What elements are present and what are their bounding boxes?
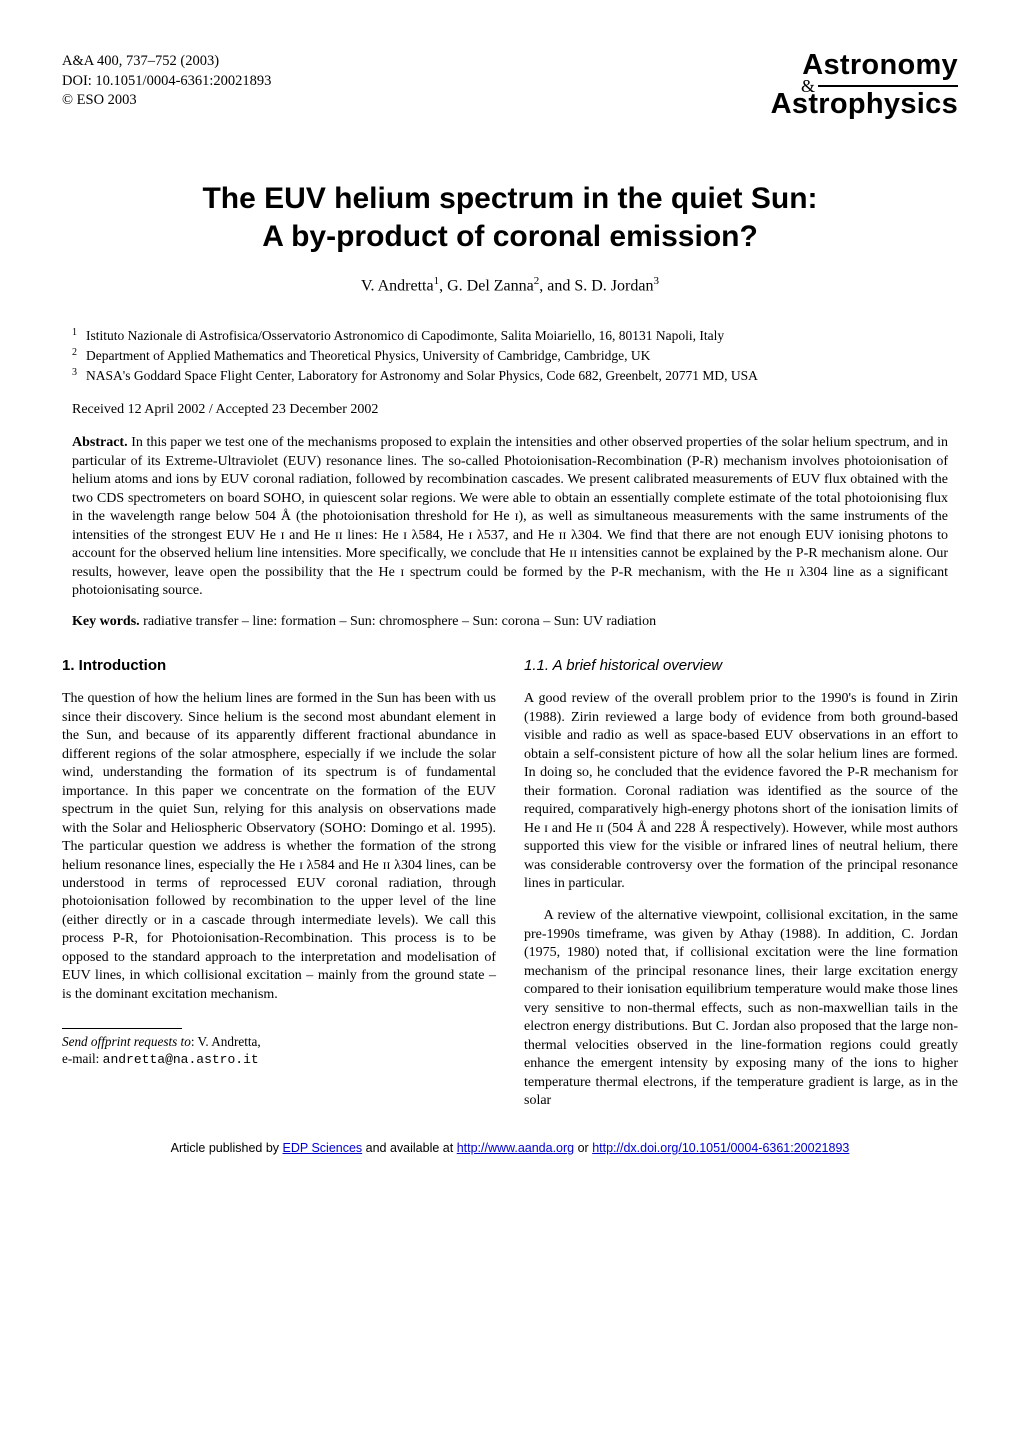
authors: V. Andretta1, G. Del Zanna2, and S. D. J… — [62, 275, 958, 295]
logo-amp: & — [801, 76, 815, 96]
affil-text: Istituto Nazionale di Astrofisica/Osserv… — [86, 326, 724, 346]
header-citation: A&A 400, 737–752 (2003) DOI: 10.1051/000… — [62, 52, 271, 111]
affiliations: 1 Istituto Nazionale di Astrofisica/Osse… — [62, 326, 958, 387]
left-column: 1. Introduction The question of how the … — [62, 656, 496, 1110]
footer-prefix: Article published by — [171, 1141, 283, 1155]
keywords-label: Key words. — [72, 614, 140, 629]
footer: Article published by EDP Sciences and av… — [62, 1141, 958, 1155]
logo-amp-line: & — [771, 78, 958, 95]
footnote-email: andretta@na.astro.it — [103, 1052, 259, 1067]
footnote-name: : V. Andretta, — [191, 1034, 261, 1049]
footer-or: or — [574, 1141, 592, 1155]
footer-mid: and available at — [362, 1141, 457, 1155]
footer-url1-link[interactable]: http://www.aanda.org — [457, 1141, 574, 1155]
doi: DOI: 10.1051/0004-6361:20021893 — [62, 72, 271, 92]
footnote-label: Send offprint requests to — [62, 1034, 191, 1049]
journal-logo: Astronomy & Astrophysics — [771, 52, 958, 118]
dates: Received 12 April 2002 / Accepted 23 Dec… — [62, 402, 958, 418]
history-p1: A good review of the overall problem pri… — [524, 690, 958, 893]
offprint-footnote: Send offprint requests to: V. Andretta, … — [62, 1033, 496, 1069]
copyright: © ESO 2003 — [62, 91, 271, 111]
keywords-body: radiative transfer – line: formation – S… — [143, 614, 656, 629]
section-heading-intro: 1. Introduction — [62, 656, 496, 676]
affil-num: 1 — [72, 325, 86, 345]
abstract-body: In this paper we test one of the mechani… — [72, 435, 948, 598]
affiliation-1: 1 Istituto Nazionale di Astrofisica/Osse… — [72, 326, 958, 346]
footnote-email-label: e-mail: — [62, 1051, 103, 1066]
affil-text: NASA's Goddard Space Flight Center, Labo… — [86, 366, 758, 386]
title-line-2: A by-product of coronal emission? — [262, 220, 758, 253]
footer-publisher-link[interactable]: EDP Sciences — [283, 1141, 363, 1155]
affil-num: 2 — [72, 345, 86, 365]
journal-ref: A&A 400, 737–752 (2003) — [62, 52, 271, 72]
title-line-1: The EUV helium spectrum in the quiet Sun… — [202, 182, 817, 215]
logo-top: Astronomy — [771, 52, 958, 80]
history-p2: A review of the alternative viewpoint, c… — [524, 907, 958, 1110]
logo-bottom: Astrophysics — [771, 91, 958, 119]
footnote-rule-icon — [62, 1028, 182, 1029]
right-column: 1.1. A brief historical overview A good … — [524, 656, 958, 1110]
intro-p1: The question of how the helium lines are… — [62, 690, 496, 1004]
affil-text: Department of Applied Mathematics and Th… — [86, 346, 650, 366]
footer-url2-link[interactable]: http://dx.doi.org/10.1051/0004-6361:2002… — [592, 1141, 849, 1155]
affil-num: 3 — [72, 365, 86, 385]
abstract-label: Abstract. — [72, 435, 128, 450]
paper-title: The EUV helium spectrum in the quiet Sun… — [62, 180, 958, 255]
logo-rule-icon — [818, 85, 958, 87]
keywords: Key words. radiative transfer – line: fo… — [62, 614, 958, 630]
subsection-heading-history: 1.1. A brief historical overview — [524, 656, 958, 676]
affiliation-2: 2 Department of Applied Mathematics and … — [72, 346, 958, 366]
affiliation-3: 3 NASA's Goddard Space Flight Center, La… — [72, 366, 958, 386]
abstract: Abstract. In this paper we test one of t… — [62, 434, 958, 600]
